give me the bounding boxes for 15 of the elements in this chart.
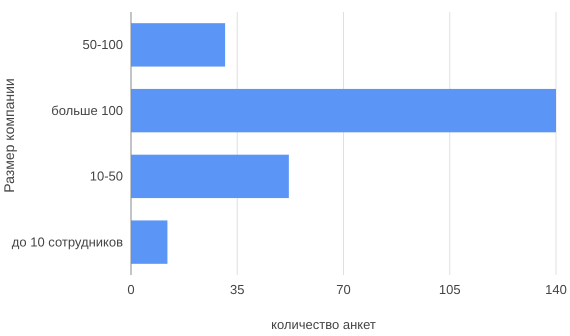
bar [131, 220, 168, 264]
x-tick-label: 70 [336, 282, 351, 298]
bar [131, 88, 556, 132]
x-tick-label: 105 [438, 282, 461, 298]
x-tick-label: 0 [127, 282, 135, 298]
x-axis-title: количество анкет [271, 317, 376, 332]
y-tick-label: 10-50 [90, 168, 123, 184]
y-axis-title: Размер компании [1, 78, 17, 193]
x-tick-label: 140 [545, 282, 567, 298]
bar [131, 154, 289, 198]
bar [131, 23, 226, 67]
y-tick-label: больше 100 [51, 102, 123, 118]
y-tick-label: 50-100 [82, 37, 123, 52]
x-tick-label: 35 [230, 282, 244, 298]
y-tick-label: до 10 сотрудников [12, 234, 124, 250]
